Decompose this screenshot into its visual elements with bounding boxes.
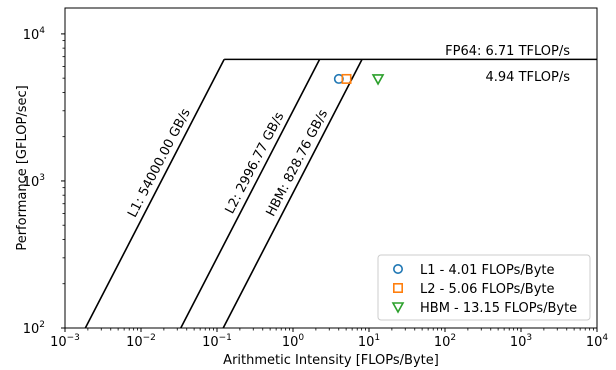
x-tick-label: 102	[434, 333, 456, 350]
x-axis-title: Arithmetic Intensity [FLOPs/Byte]	[223, 353, 439, 368]
x-tick-label: 104	[586, 333, 609, 350]
point-triangle-down	[371, 74, 385, 86]
x-tick-label: 100	[282, 333, 305, 350]
x-tick-label: 103	[510, 333, 532, 350]
bandwidth-line-l1	[84, 59, 225, 329]
legend-marker-circle	[392, 263, 403, 274]
bandwidth-line-l2	[180, 59, 321, 329]
x-tick-label: 10−2	[126, 333, 156, 350]
legend-marker-square	[392, 282, 403, 293]
legend: L1 - 4.01 FLOPs/Byte L2 - 5.06 FLOPs/Byte…	[377, 254, 591, 321]
legend-label: L2 - 5.06 FLOPs/Byte	[420, 282, 555, 297]
y-tick-label: 104	[23, 26, 46, 43]
y-tick-label: 102	[23, 320, 45, 337]
point-square	[341, 73, 352, 84]
legend-label: HBM - 13.15 FLOPs/Byte	[420, 301, 577, 316]
achieved-label: 4.94 TFLOP/s	[486, 70, 571, 85]
peak-label: FP64: 6.71 TFLOP/s	[445, 44, 570, 59]
plot-frame	[64, 7, 598, 329]
x-tick-label: 10−3	[50, 333, 80, 350]
legend-marker-triangle-down	[391, 302, 405, 314]
y-axis-title: Performance [GFLOP/sec]	[15, 85, 30, 250]
data-points	[333, 73, 385, 86]
legend-label: L1 - 4.01 FLOPs/Byte	[420, 263, 555, 278]
axis-ticks: 10−3 10−2 10−1 100 101 102 103 104 102 103 104	[23, 26, 609, 350]
bandwidth-label-l1: L1: 54000.00 GB/s	[125, 106, 194, 220]
x-tick-label: 101	[358, 333, 380, 350]
legend-box	[377, 254, 591, 321]
bandwidth-line-hbm	[222, 59, 363, 329]
y-tick-label: 103	[23, 173, 45, 190]
x-tick-label: 10−1	[202, 333, 232, 350]
